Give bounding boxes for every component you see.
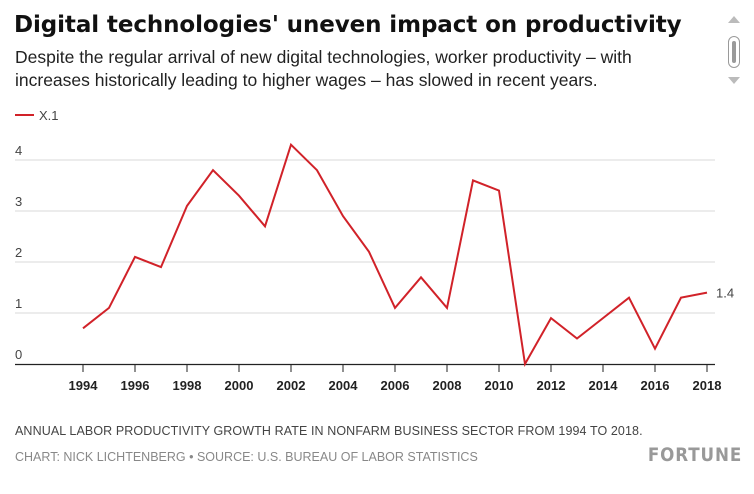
line-chart: 0 1 2 3 4 1994 1996 1998 2000 2002 2004 2006 2008 201… [15, 142, 734, 393]
x-tick-label: 2014 [589, 378, 619, 393]
x-tick-label: 2008 [433, 378, 462, 393]
end-value-label: 1.4 [716, 286, 734, 301]
scrollbar[interactable] [727, 14, 741, 84]
x-tick-label: 2012 [537, 378, 566, 393]
x-tick-label: 2000 [225, 378, 254, 393]
x-tick-label: 2004 [329, 378, 359, 393]
scroll-thumb[interactable] [728, 36, 740, 68]
x-tick-label: 2010 [485, 378, 514, 393]
chart-subtitle: Despite the regular arrival of new digit… [15, 47, 632, 90]
y-tick-label: 2 [15, 245, 22, 260]
chart-title: Digital technologies' uneven impact on p… [14, 12, 682, 38]
y-tick-label: 4 [15, 143, 22, 158]
scroll-down-arrow-icon[interactable] [728, 77, 740, 84]
y-tick-label: 0 [15, 347, 22, 362]
chart-credit: CHART: NICK LICHTENBERG • SOURCE: U.S. B… [15, 450, 478, 464]
legend-label: X.1 [39, 108, 59, 123]
chart-footnote: ANNUAL LABOR PRODUCTIVITY GROWTH RATE IN… [15, 424, 643, 438]
x-tick-label: 1994 [69, 378, 99, 393]
x-tick-label: 2002 [277, 378, 306, 393]
x-tick-label: 1998 [173, 378, 202, 393]
y-tick-label: 3 [15, 194, 22, 209]
x-tick-label: 2016 [641, 378, 670, 393]
scroll-up-arrow-icon[interactable] [728, 16, 740, 23]
x-tick-label: 2006 [381, 378, 410, 393]
x-tick-label: 1996 [121, 378, 150, 393]
y-tick-label: 1 [15, 296, 22, 311]
fortune-logo: FORTUNE [647, 444, 742, 466]
legend-swatch [15, 114, 34, 116]
x-tick-label: 2018 [693, 378, 722, 393]
series-line-0 [82, 142, 708, 368]
